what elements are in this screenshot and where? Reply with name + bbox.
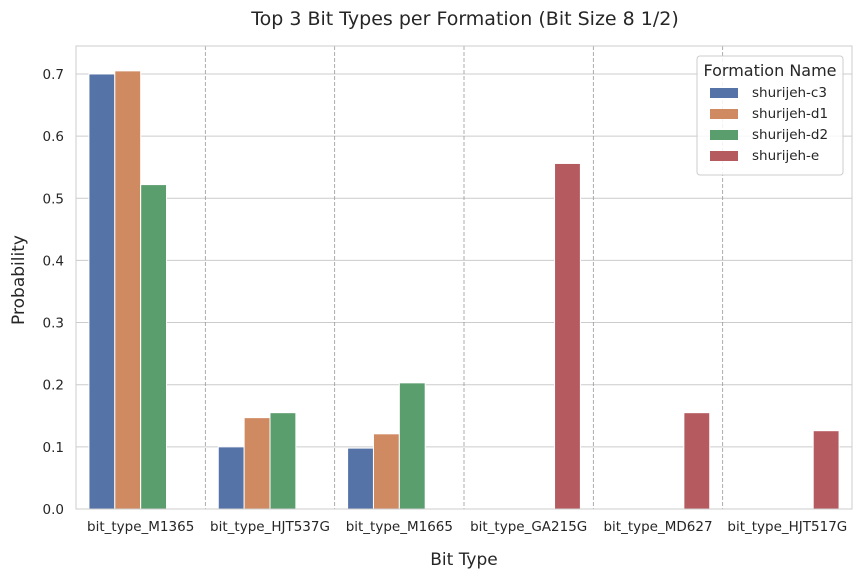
legend: Formation Name shurijeh-c3 shurijeh-d1 shu… bbox=[696, 55, 844, 176]
legend-title: Formation Name bbox=[703, 61, 836, 80]
x-tick-label: bit_type_HJT537G bbox=[210, 519, 330, 535]
legend-swatch-shurijeh-d2 bbox=[710, 130, 738, 140]
bar-shurijeh-d1-bit_type_HJT537G bbox=[243, 417, 271, 510]
bar-shurijeh-e-bit_type_HJT517G bbox=[812, 430, 840, 510]
bar-shurijeh-e-bit_type_GA215G bbox=[554, 162, 581, 510]
x-tick-label: bit_type_GA215G bbox=[470, 519, 587, 535]
chart-title: Top 3 Bit Types per Formation (Bit Size … bbox=[250, 8, 679, 30]
bar-shurijeh-c3-bit_type_HJT537G bbox=[217, 446, 245, 510]
legend-box bbox=[696, 55, 844, 176]
legend-swatch-shurijeh-d1 bbox=[710, 109, 738, 119]
y-axis-ticks: 0.0 0.1 0.2 0.3 0.4 0.5 0.6 0.7 bbox=[43, 67, 64, 518]
bar-shurijeh-d2-bit_type_HJT537G bbox=[269, 412, 297, 510]
legend-label: shurijeh-d1 bbox=[752, 106, 828, 122]
grid-lines bbox=[76, 46, 852, 510]
bar-shurijeh-d1-bit_type_M1665 bbox=[372, 433, 400, 510]
x-tick-label: bit_type_HJT517G bbox=[727, 519, 847, 535]
bar-shurijeh-d2-bit_type_M1665 bbox=[398, 382, 426, 510]
legend-swatch-shurijeh-e bbox=[710, 151, 738, 161]
plot-frame bbox=[75, 45, 853, 510]
x-tick-label: bit_type_MD627 bbox=[603, 519, 712, 535]
y-tick-label: 0.0 bbox=[43, 502, 64, 518]
y-tick-label: 0.4 bbox=[43, 253, 64, 269]
x-tick-label: bit_type_M1365 bbox=[87, 519, 194, 535]
legend-label: shurijeh-e bbox=[752, 148, 819, 164]
x-axis-label: Bit Type bbox=[430, 550, 498, 570]
y-axis-label: Probability bbox=[9, 235, 29, 325]
x-axis-ticks: bit_type_M1365 bit_type_HJT537G bit_type_M… bbox=[87, 519, 847, 535]
legend-swatch-shurijeh-c3 bbox=[710, 88, 738, 98]
y-tick-label: 0.7 bbox=[43, 67, 64, 83]
y-tick-label: 0.6 bbox=[43, 129, 64, 145]
bar-shurijeh-d1-bit_type_M1365 bbox=[114, 70, 142, 510]
bar-shurijeh-c3-bit_type_M1665 bbox=[347, 447, 374, 510]
y-tick-label: 0.5 bbox=[43, 191, 64, 207]
y-tick-label: 0.2 bbox=[43, 378, 64, 394]
x-tick-label: bit_type_M1665 bbox=[346, 519, 453, 535]
bar-shurijeh-e-bit_type_MD627 bbox=[683, 412, 711, 510]
y-tick-label: 0.1 bbox=[43, 440, 64, 456]
y-tick-label: 0.3 bbox=[43, 316, 64, 332]
bar-shurijeh-c3-bit_type_M1365 bbox=[88, 73, 116, 510]
legend-label: shurijeh-c3 bbox=[752, 85, 827, 101]
bar-shurijeh-d2-bit_type_M1365 bbox=[140, 184, 168, 510]
legend-label: shurijeh-d2 bbox=[752, 127, 828, 143]
